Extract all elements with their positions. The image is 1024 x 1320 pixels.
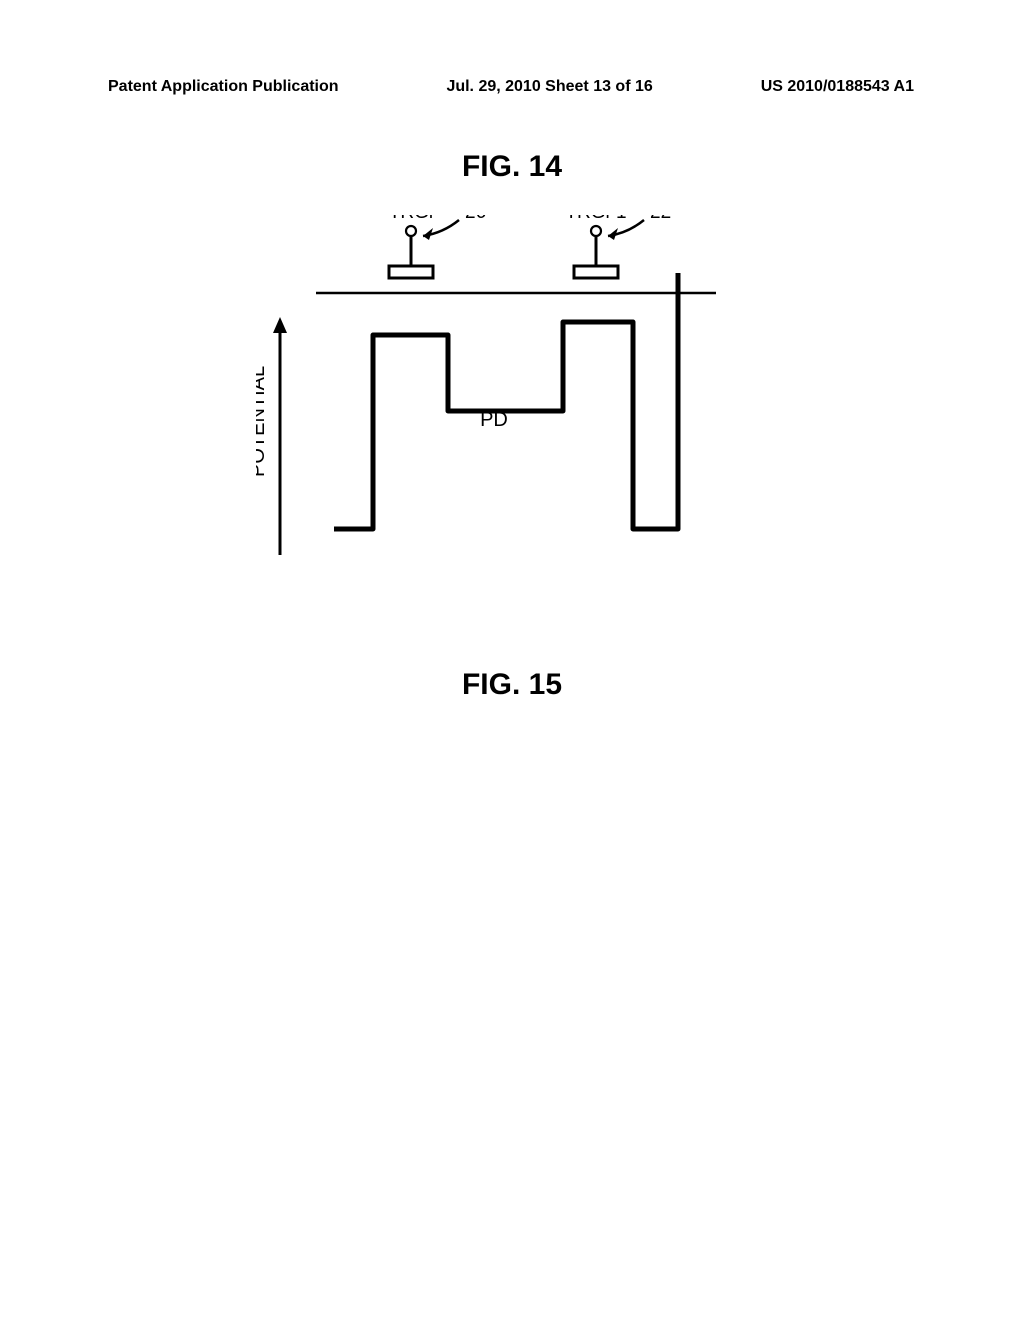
header-left: Patent Application Publication <box>108 78 339 96</box>
svg-text:TRGi: TRGi <box>389 215 433 223</box>
svg-text:PD: PD <box>480 409 508 431</box>
svg-text:POTENTIAL: POTENTIAL <box>256 366 269 477</box>
fig14-title: FIG. 14 <box>0 150 1024 184</box>
page-header: Patent Application Publication Jul. 29, … <box>0 78 1024 96</box>
fig15-title: FIG. 15 <box>0 668 1024 702</box>
header-right: US 2010/0188543 A1 <box>761 78 914 96</box>
svg-text:22: 22 <box>650 215 671 223</box>
header-center: Jul. 29, 2010 Sheet 13 of 16 <box>446 78 652 96</box>
svg-text:TRGi-1: TRGi-1 <box>565 215 626 223</box>
svg-text:26: 26 <box>465 215 486 223</box>
fig15-svg <box>256 762 776 1132</box>
fig14-svg: TRGi 26 TRGi-1 22 POTENTIAL PD <box>256 215 776 585</box>
fig15-block <box>256 762 776 1137</box>
fig14-block: TRGi 26 TRGi-1 22 POTENTIAL PD <box>256 215 776 590</box>
